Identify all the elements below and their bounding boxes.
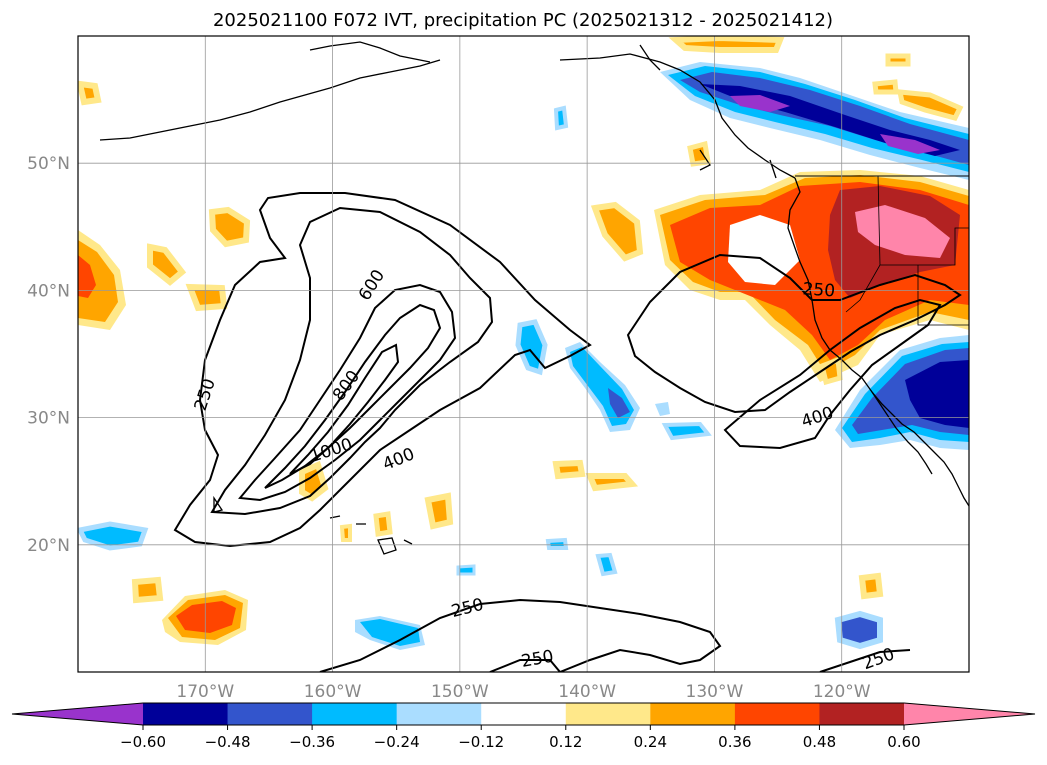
- lon-tick-label: 120°W: [813, 682, 871, 702]
- ivt-contour-south-250-b: [489, 659, 561, 672]
- colorbar-tick-label: −0.24: [374, 733, 420, 751]
- lat-tick-label: 20°N: [27, 536, 70, 556]
- coastline-alaska: [99, 41, 796, 179]
- ivt-contour-label: 400: [799, 403, 836, 432]
- ivt-contour-label: 400: [380, 444, 418, 475]
- colorbar-segment: [227, 703, 313, 725]
- colorbar-segment: [734, 703, 820, 725]
- precip-area-small-6: [424, 492, 454, 530]
- lat-tick-label: 50°N: [27, 154, 70, 174]
- precip-negative-areas: [78, 62, 969, 650]
- precip-area-subtropic-neg-3-mid: [360, 619, 420, 646]
- ivt-contour-label: 250: [520, 647, 555, 672]
- colorbar-tick-label: 0.24: [634, 733, 667, 751]
- lon-tick-label: 130°W: [686, 682, 744, 702]
- ivt-contours: [173, 192, 962, 672]
- ivt-contour-label: 250: [802, 279, 836, 301]
- lat-tick-label: 40°N: [27, 281, 70, 301]
- colorbar: −0.60 −0.48 −0.36 −0.24 −0.12 0.12 0.24 0.36 0.4…: [11, 702, 1036, 751]
- precip-area-small-10: [858, 572, 884, 600]
- precip-area-small-13: [687, 140, 711, 167]
- colorbar-tick-label: 0.48: [803, 733, 836, 751]
- precip-area-small-11: [78, 80, 102, 106]
- colorbar-tick-label: −0.48: [205, 733, 251, 751]
- lon-tick-label: 170°W: [176, 682, 234, 702]
- precip-area-small-9: [131, 576, 164, 604]
- colorbar-tick-label: −0.60: [120, 733, 166, 751]
- colorbar-tick-label: −0.36: [289, 733, 335, 751]
- longitude-tick-labels: 170°W 160°W 150°W 140°W 130°W 120°W: [176, 682, 870, 702]
- colorbar-segment: [312, 703, 398, 725]
- precip-area-small-17: [339, 523, 352, 542]
- ivt-contour-label: 250: [191, 376, 220, 413]
- precip-area-small-1: [208, 206, 251, 248]
- precip-area-small-16: [373, 511, 393, 537]
- precip-area-small-2: [147, 243, 187, 286]
- colorbar-extend-min: [12, 703, 143, 725]
- precip-area-north-strip: [668, 36, 785, 53]
- graticule: [78, 36, 969, 672]
- ivt-contour-label: 250: [860, 644, 897, 674]
- precip-area-subtropic-neg-11: [655, 402, 670, 416]
- ivt-contour-east-400: [723, 298, 942, 450]
- ivt-contour-label: 250: [449, 595, 485, 622]
- precip-area-small-12: [872, 79, 899, 95]
- lon-tick-label: 150°W: [431, 682, 489, 702]
- ivt-contour-east-250: [626, 253, 962, 414]
- precip-area-pnw-strip-peak: [730, 95, 790, 112]
- colorbar-segment: [565, 703, 651, 725]
- coastline-north-america: [787, 177, 969, 507]
- ivt-contour-south-250-c: [819, 649, 911, 672]
- precip-area-subtropic-neg-9: [553, 105, 569, 131]
- precip-area-small-8: [585, 473, 639, 492]
- lon-tick-label: 160°W: [304, 682, 362, 702]
- precip-area-subtropic-1-high: [176, 601, 236, 633]
- precip-area-small-7: [552, 459, 586, 480]
- precip-area-west-edge-mid: [78, 240, 118, 322]
- precip-area-small-5: [299, 460, 329, 502]
- colorbar-segment: [650, 703, 736, 725]
- precip-area-subtropic-neg-8: [545, 537, 569, 550]
- coastline-baja: [871, 391, 933, 475]
- ivt-contour-south-250: [319, 598, 722, 672]
- precip-area-small-14: [896, 89, 964, 121]
- precip-area-small-3: [185, 283, 228, 312]
- colorbar-tick-label: 0.60: [887, 733, 920, 751]
- precip-area-subtropic-neg-10: [456, 564, 476, 576]
- precip-area-subtropic-neg-5: [834, 610, 883, 650]
- ivt-contour-1000: [289, 343, 400, 475]
- precip-area-subtropic-neg-6: [661, 421, 712, 441]
- lon-tick-label: 140°W: [558, 682, 616, 702]
- precip-positive-areas: [78, 36, 969, 645]
- border-states: [845, 175, 969, 326]
- colorbar-tick-label: 0.36: [718, 733, 751, 751]
- latitude-tick-labels: 50°N 40°N 30°N 20°N: [27, 154, 70, 556]
- precip-area-hole: [728, 215, 800, 285]
- precip-area-pnw-strip-peak-2: [880, 134, 940, 154]
- precip-area-small-15: [885, 53, 911, 67]
- plot-frame: [77, 35, 970, 673]
- coastlines: [99, 41, 969, 555]
- precip-area-small-4: [590, 201, 644, 262]
- colorbar-tick-label: 0.12: [549, 733, 582, 751]
- colorbar-segment: [143, 703, 229, 725]
- precip-area-subtropic-neg-7: [595, 552, 618, 577]
- precip-area-baja-core: [905, 360, 969, 428]
- precip-area-small-18: [819, 356, 843, 386]
- islands-hawaii: [213, 495, 413, 555]
- colorbar-segment: [481, 703, 567, 725]
- precip-area-subtropic-neg-1-high: [608, 388, 630, 418]
- colorbar-extend-max: [904, 703, 1035, 725]
- map-title: 2025021100 F072 IVT, precipitation PC (2…: [213, 10, 833, 31]
- colorbar-segment: [396, 703, 482, 725]
- colorbar-segment: [819, 703, 905, 725]
- precip-area-west-edge-high: [78, 255, 96, 298]
- lat-tick-label: 30°N: [27, 409, 70, 429]
- ivt-contour-400: [210, 206, 494, 516]
- ivt-contour-600: [238, 283, 457, 502]
- precip-area-subtropic-neg-4: [78, 521, 149, 551]
- colorbar-tick-label: −0.12: [458, 733, 504, 751]
